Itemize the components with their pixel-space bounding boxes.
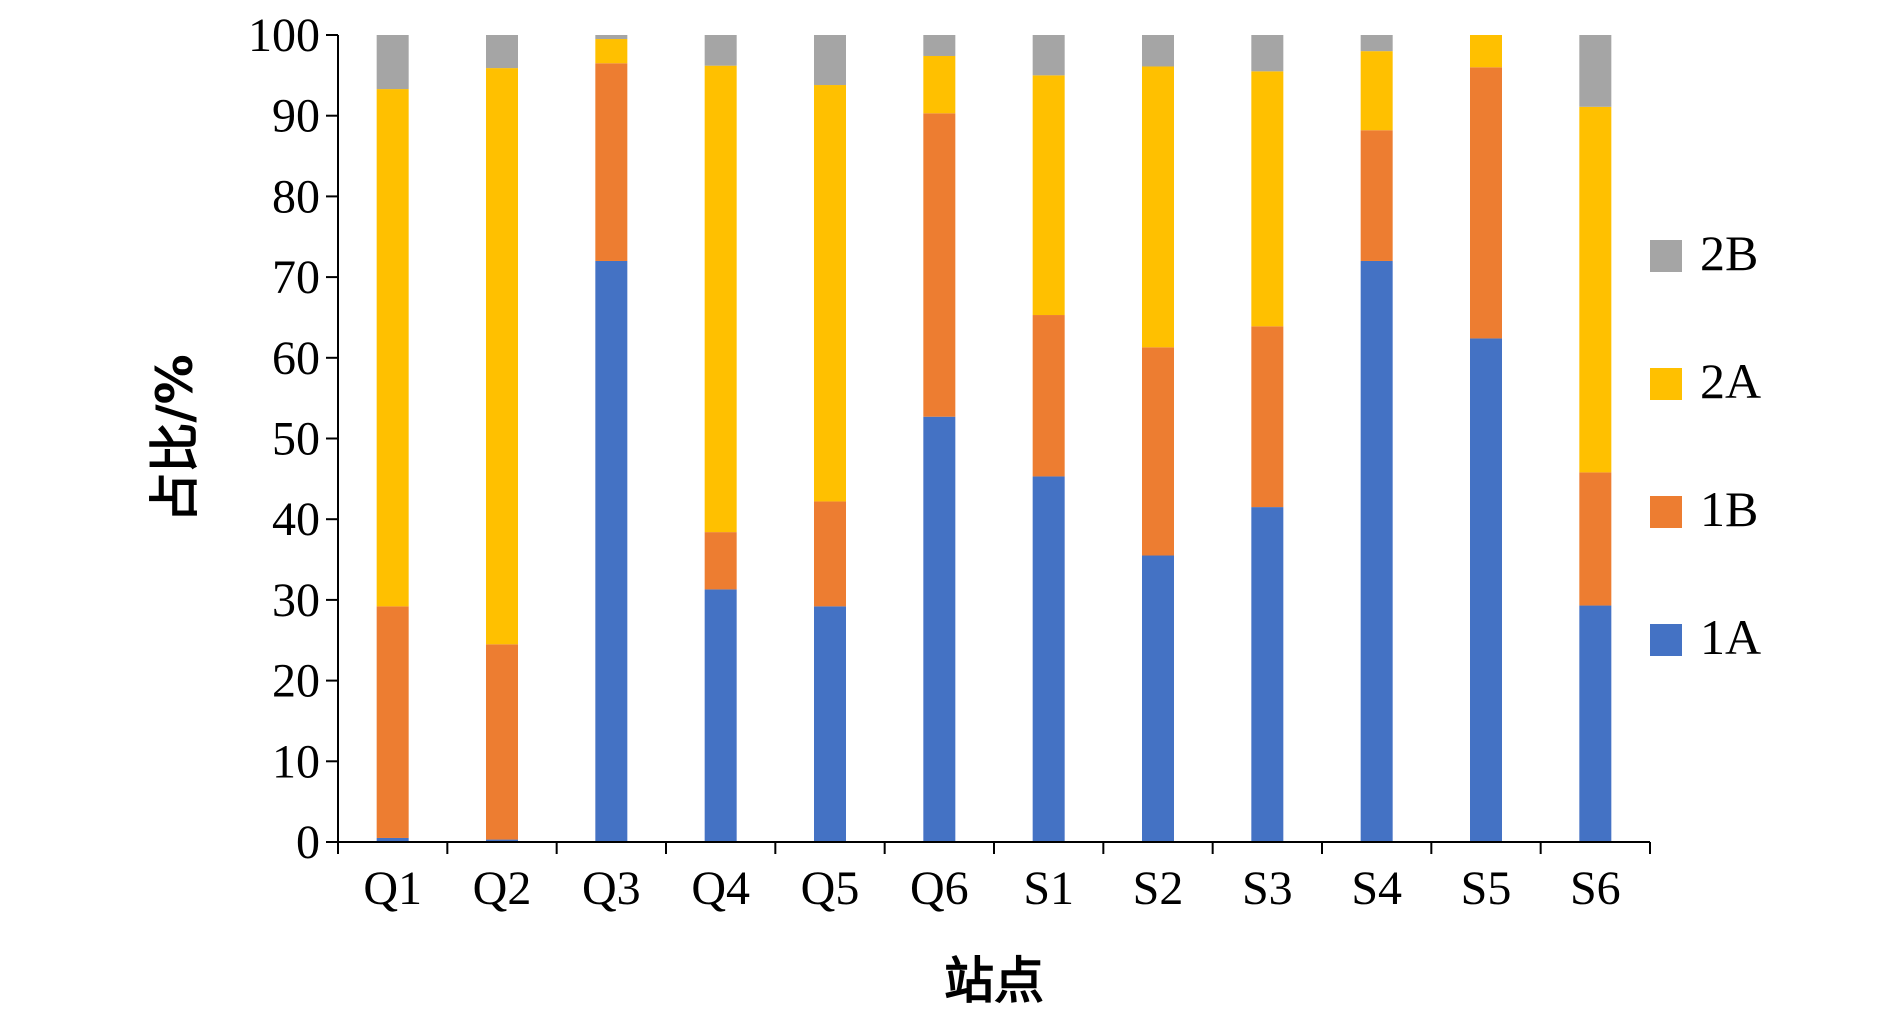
bar-2A-S5: [1470, 35, 1502, 68]
y-tick-label-40: 40: [272, 493, 320, 546]
bar-2A-S2: [1142, 66, 1174, 348]
bar-1B-Q5: [814, 501, 846, 607]
bar-2B-S3: [1251, 35, 1284, 72]
y-tick-label-50: 50: [272, 413, 320, 466]
legend-label-2B: 2B: [1700, 225, 1758, 281]
bars-layer: [376, 35, 1612, 843]
bar-2B-S1: [1032, 35, 1065, 76]
y-axis-title: 占比/%: [146, 354, 204, 522]
bar-2A-Q2: [486, 68, 518, 645]
bar-1B-Q2: [486, 644, 518, 840]
bar-1B-S2: [1142, 347, 1174, 556]
bar-2A-Q4: [704, 65, 737, 533]
bar-1B-Q6: [923, 113, 956, 417]
bar-2B-Q2: [486, 35, 518, 69]
legend-label-2A: 2A: [1700, 353, 1761, 409]
bar-2B-Q5: [814, 35, 846, 86]
x-tick-label-S1: S1: [1023, 862, 1074, 915]
y-tick-label-30: 30: [272, 574, 320, 627]
bar-2B-Q1: [376, 35, 409, 90]
y-tick-label-80: 80: [272, 170, 320, 223]
bar-2B-S4: [1360, 35, 1393, 52]
x-tick-label-S3: S3: [1242, 862, 1293, 915]
legend-swatch-1A: [1650, 624, 1682, 656]
y-tick-label-90: 90: [272, 90, 320, 143]
y-tick-label-100: 100: [248, 9, 320, 62]
legend-swatch-1B: [1650, 496, 1682, 528]
x-tick-label-S4: S4: [1351, 862, 1402, 915]
legend-label-1B: 1B: [1700, 481, 1758, 537]
bar-1B-Q3: [595, 63, 628, 261]
bar-1B-Q1: [376, 606, 409, 838]
bar-1A-S6: [1579, 605, 1612, 842]
x-tick-label-Q1: Q1: [363, 862, 422, 915]
y-tick-label-0: 0: [296, 816, 320, 869]
bar-1A-S4: [1360, 260, 1393, 843]
ticks-layer: 0 10 20 30 40 50 60 70 80 90 100 Q1 Q2 Q3 Q4 Q5 Q6 S1 S2 S3…: [248, 9, 1651, 915]
bar-1B-S3: [1251, 326, 1284, 508]
x-axis-title: 站点: [944, 952, 1044, 1010]
x-tick-label-S5: S5: [1461, 862, 1512, 915]
bar-2A-S4: [1360, 51, 1393, 131]
bar-1B-Q4: [704, 532, 737, 590]
bar-1B-S1: [1032, 315, 1065, 477]
bar-1A-Q2: [486, 839, 518, 842]
bar-2A-S3: [1251, 71, 1284, 327]
bar-1A-Q6: [923, 416, 956, 842]
bar-2A-Q5: [814, 85, 846, 502]
bar-2B-Q6: [923, 35, 956, 56]
bar-1A-S1: [1032, 476, 1065, 842]
x-tick-label-Q4: Q4: [691, 862, 750, 915]
y-tick-label-70: 70: [272, 251, 320, 304]
x-tick-label-S6: S6: [1570, 862, 1621, 915]
x-tick-label-S2: S2: [1133, 862, 1184, 915]
y-tick-label-20: 20: [272, 655, 320, 708]
legend-swatch-2A: [1650, 368, 1682, 400]
bar-2A-Q1: [376, 89, 409, 607]
legend-swatch-2B: [1650, 240, 1682, 272]
y-tick-label-60: 60: [272, 332, 320, 385]
bar-1B-S6: [1579, 472, 1612, 606]
x-tick-label-Q3: Q3: [582, 862, 641, 915]
x-tick-label-Q6: Q6: [910, 862, 969, 915]
bar-1A-Q1: [376, 837, 409, 842]
axes-layer: [337, 35, 1650, 843]
bar-2B-S6: [1579, 35, 1612, 107]
legend: 2B 2A 1B 1A: [1650, 225, 1761, 665]
bar-1A-S3: [1251, 507, 1284, 842]
bar-1A-Q3: [595, 260, 628, 843]
bar-1A-S5: [1470, 338, 1502, 842]
x-tick-label-Q2: Q2: [473, 862, 532, 915]
bar-2B-Q4: [704, 35, 737, 66]
y-tick-label-10: 10: [272, 735, 320, 788]
legend-label-1A: 1A: [1700, 609, 1761, 665]
bar-2B-Q3: [595, 35, 628, 40]
bar-1A-Q5: [814, 606, 846, 842]
bar-2A-S1: [1032, 75, 1065, 316]
bar-1B-S4: [1360, 130, 1393, 261]
bar-2A-Q3: [595, 39, 628, 64]
bar-2B-S2: [1142, 35, 1174, 67]
bar-1A-S2: [1142, 555, 1174, 842]
x-tick-label-Q5: Q5: [801, 862, 860, 915]
bar-1B-S5: [1470, 67, 1502, 339]
bar-1A-Q4: [704, 589, 737, 842]
bar-2A-S6: [1579, 106, 1612, 473]
bar-2A-Q6: [923, 55, 956, 114]
